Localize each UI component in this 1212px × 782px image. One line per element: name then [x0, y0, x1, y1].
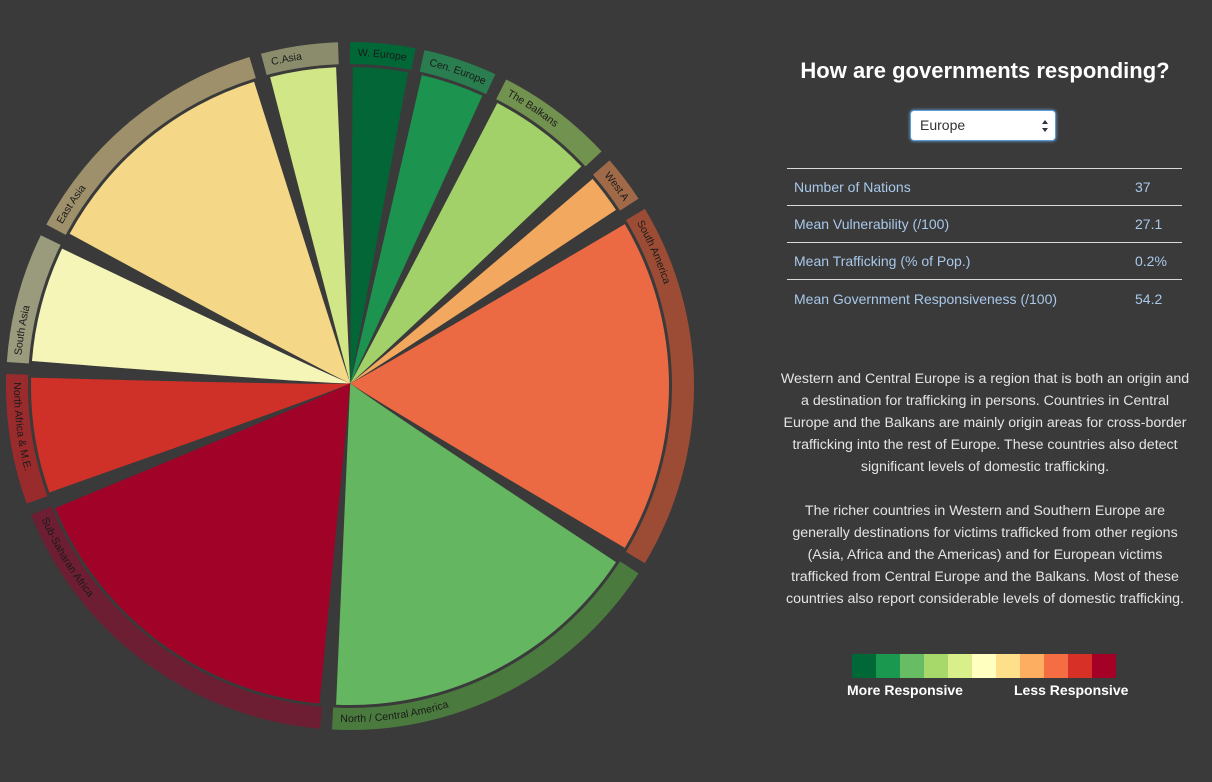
- region-label: W. Europe: [358, 47, 408, 64]
- arc-south-asia[interactable]: [6, 235, 61, 364]
- arc-cen-europe[interactable]: [419, 50, 496, 95]
- ribbon-north-africa-m-e-[interactable]: [31, 377, 351, 493]
- legend-swatch: [1020, 654, 1044, 678]
- description-paragraph: The richer countries in Western and Sout…: [786, 503, 1184, 607]
- select-arrows-icon: [1042, 120, 1048, 132]
- ribbon-south-asia[interactable]: [31, 248, 351, 384]
- legend-label-less: Less Responsive: [1014, 682, 1129, 698]
- stats-value: 54.2: [1135, 291, 1163, 307]
- stats-label: Mean Trafficking (% of Pop.): [794, 253, 971, 269]
- stats-value: 37: [1135, 179, 1151, 195]
- legend-label-more: More Responsive: [847, 682, 963, 698]
- legend-swatch: [1068, 654, 1092, 678]
- stats-row: Mean Trafficking (% of Pop.) 0.2%: [787, 242, 1182, 280]
- legend-swatch: [948, 654, 972, 678]
- panel-title: How are governments responding?: [800, 58, 1170, 83]
- ribbon-cen-europe[interactable]: [350, 75, 483, 384]
- stats-table: Number of Nations 37 Mean Vulnerability …: [787, 168, 1182, 318]
- ribbon-sub-saharan-africa[interactable]: [55, 383, 351, 704]
- ribbon-west-africa[interactable]: [350, 178, 617, 384]
- arc-sub-saharan-africa[interactable]: [31, 506, 322, 729]
- legend-swatch: [852, 654, 876, 678]
- ribbon-the-balkans[interactable]: [350, 103, 582, 384]
- ribbon-east-asia[interactable]: [69, 81, 351, 384]
- stats-label: Mean Vulnerability (/100): [794, 216, 950, 232]
- chord-ribbons: [31, 67, 669, 706]
- legend-swatch: [876, 654, 900, 678]
- arc-north-africa-m-e-[interactable]: [6, 373, 48, 504]
- stats-row: Mean Vulnerability (/100) 27.1: [787, 205, 1182, 243]
- legend-swatch: [900, 654, 924, 678]
- stats-row: Number of Nations 37: [787, 168, 1182, 206]
- legend-swatch: [1092, 654, 1116, 678]
- responsiveness-legend: [852, 654, 1116, 678]
- ribbon-south-america[interactable]: [350, 224, 669, 548]
- arc-the-balkans[interactable]: [496, 79, 602, 167]
- stats-value: 0.2%: [1135, 253, 1167, 269]
- ribbon-c-asia[interactable]: [270, 67, 351, 384]
- arc-w-europe[interactable]: [350, 42, 416, 70]
- stats-row: Mean Government Responsiveness (/100) 54…: [787, 279, 1182, 319]
- legend-swatch: [924, 654, 948, 678]
- ribbon-w-europe[interactable]: [350, 67, 409, 384]
- stats-label: Mean Government Responsiveness (/100): [794, 291, 1058, 307]
- arc-c-asia[interactable]: [260, 42, 339, 75]
- arc-west-africa[interactable]: [593, 160, 639, 211]
- stats-value: 27.1: [1135, 216, 1163, 232]
- region-select[interactable]: Europe: [910, 110, 1056, 141]
- arc-east-asia[interactable]: [46, 57, 256, 235]
- legend-swatch: [972, 654, 996, 678]
- region-select-value: Europe: [920, 117, 966, 133]
- arc-south-america[interactable]: [626, 208, 695, 564]
- arc-north-central-america[interactable]: [332, 561, 639, 731]
- legend-swatch: [1044, 654, 1068, 678]
- ribbon-north-central-america[interactable]: [336, 383, 617, 706]
- stats-label: Number of Nations: [794, 179, 911, 195]
- description-paragraph: Western and Central Europe is a region t…: [780, 371, 1190, 475]
- region-arcs: [6, 42, 695, 731]
- legend-swatch: [996, 654, 1020, 678]
